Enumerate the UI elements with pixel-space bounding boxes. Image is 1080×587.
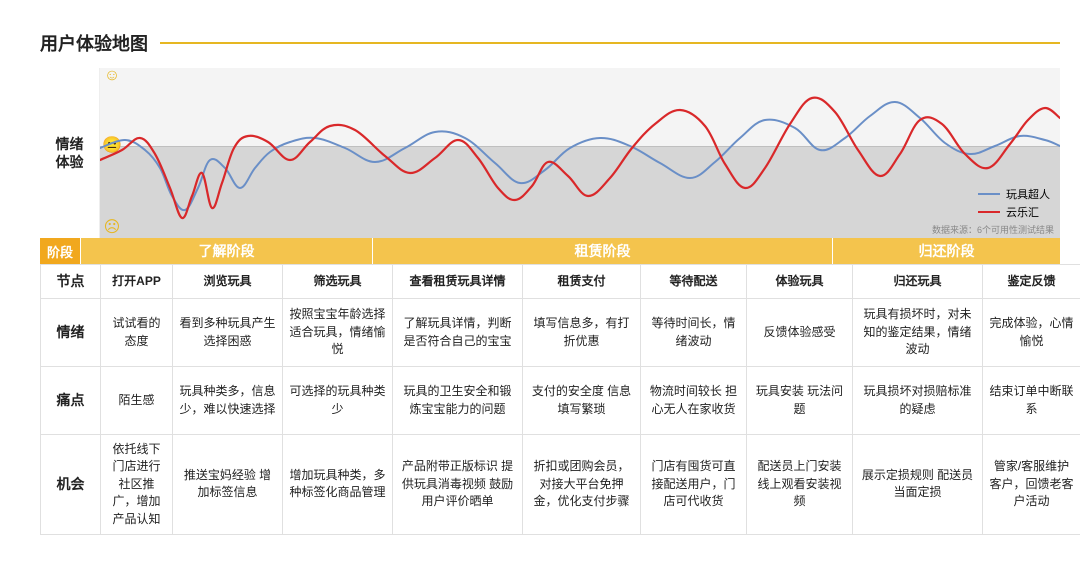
table-row: 机会依托线下门店进行社区推广，增加产品认知推送宝妈经验 增加标签信息增加玩具种类… xyxy=(41,435,1080,535)
phase-row-label: 阶段 xyxy=(40,238,80,264)
chart-row-label-text: 情绪 体验 xyxy=(56,135,84,171)
table-cell: 陌生感 xyxy=(101,367,173,435)
table-cell: 增加玩具种类，多种标签化商品管理 xyxy=(283,435,393,535)
chart-lines-svg xyxy=(100,68,1060,238)
table-cell: 筛选玩具 xyxy=(283,265,393,299)
row-header: 情绪 xyxy=(41,299,101,367)
table-cell: 等待时间长，情绪波动 xyxy=(641,299,747,367)
table-row: 痛点陌生感玩具种类多，信息少，难以快速选择可选择的玩具种类少玩具的卫生安全和锻炼… xyxy=(41,367,1080,435)
table-cell: 折扣或团购会员，对接大平台免押金，优化支付步骤 xyxy=(523,435,641,535)
table-cell: 查看租赁玩具详情 xyxy=(393,265,523,299)
phase-cell: 了解阶段 xyxy=(80,238,372,264)
table-cell: 浏览玩具 xyxy=(173,265,283,299)
table-cell: 产品附带正版标识 提供玩具消毒视频 鼓励用户评价晒单 xyxy=(393,435,523,535)
table-cell: 鉴定反馈 xyxy=(983,265,1080,299)
phase-cell: 归还阶段 xyxy=(832,238,1060,264)
table-cell: 依托线下门店进行社区推广，增加产品认知 xyxy=(101,435,173,535)
table-cell: 玩具种类多，信息少，难以快速选择 xyxy=(173,367,283,435)
table-row: 节点打开APP浏览玩具筛选玩具查看租赁玩具详情租赁支付等待配送体验玩具归还玩具鉴… xyxy=(41,265,1080,299)
table-cell: 等待配送 xyxy=(641,265,747,299)
table-cell: 配送员上门安装 线上观看安装视频 xyxy=(747,435,853,535)
table-cell: 玩具损坏对损赔标准的疑虑 xyxy=(853,367,983,435)
table-cell: 反馈体验感受 xyxy=(747,299,853,367)
phase-cell: 租赁阶段 xyxy=(372,238,832,264)
table-cell: 归还玩具 xyxy=(853,265,983,299)
legend-label: 玩具超人 xyxy=(1006,186,1050,202)
table-cell: 体验玩具 xyxy=(747,265,853,299)
row-header: 机会 xyxy=(41,435,101,535)
chart-source-note: 数据来源：6个可用性测试结果 xyxy=(932,223,1054,236)
chart-row-label: 情绪 体验 xyxy=(40,68,100,238)
table-cell: 可选择的玩具种类少 xyxy=(283,367,393,435)
table-cell: 推送宝妈经验 增加标签信息 xyxy=(173,435,283,535)
chart-area: ☺ 😐 ☹ 玩具超人云乐汇 数据来源：6个可用性测试结果 xyxy=(100,68,1060,238)
table-cell: 玩具的卫生安全和锻炼宝宝能力的问题 xyxy=(393,367,523,435)
legend-item: 云乐汇 xyxy=(978,204,1050,220)
table-cell: 打开APP xyxy=(101,265,173,299)
table-cell: 租赁支付 xyxy=(523,265,641,299)
legend-swatch xyxy=(978,193,1000,195)
table-cell: 完成体验，心情愉悦 xyxy=(983,299,1080,367)
table-cell: 试试看的态度 xyxy=(101,299,173,367)
emotion-chart: 情绪 体验 ☺ 😐 ☹ 玩具超人云乐汇 数据来源：6个可用性测试结果 xyxy=(40,68,1060,238)
chart-legend: 玩具超人云乐汇 xyxy=(978,184,1050,220)
table-cell: 展示定损规则 配送员当面定损 xyxy=(853,435,983,535)
page-title: 用户体验地图 xyxy=(40,30,148,56)
table-cell: 支付的安全度 信息填写繁琐 xyxy=(523,367,641,435)
table-cell: 玩具安装 玩法问题 xyxy=(747,367,853,435)
legend-swatch xyxy=(978,211,1000,213)
table-cell: 看到多种玩具产生选择困惑 xyxy=(173,299,283,367)
table-row: 情绪试试看的态度看到多种玩具产生选择困惑按照宝宝年龄选择适合玩具，情绪愉悦了解玩… xyxy=(41,299,1080,367)
table-cell: 填写信息多，有打折优惠 xyxy=(523,299,641,367)
row-header: 痛点 xyxy=(41,367,101,435)
legend-label: 云乐汇 xyxy=(1006,204,1039,220)
table-cell: 物流时间较长 担心无人在家收货 xyxy=(641,367,747,435)
table-cell: 结束订单中断联系 xyxy=(983,367,1080,435)
journey-table: 节点打开APP浏览玩具筛选玩具查看租赁玩具详情租赁支付等待配送体验玩具归还玩具鉴… xyxy=(40,264,1080,535)
table-cell: 管家/客服维护客户，回馈老客户活动 xyxy=(983,435,1080,535)
phase-row: 阶段 了解阶段租赁阶段归还阶段 xyxy=(40,238,1060,264)
legend-item: 玩具超人 xyxy=(978,186,1050,202)
chart-series-line xyxy=(100,102,1060,210)
row-header: 节点 xyxy=(41,265,101,299)
table-cell: 了解玩具详情，判断是否符合自己的宝宝 xyxy=(393,299,523,367)
table-cell: 按照宝宝年龄选择适合玩具，情绪愉悦 xyxy=(283,299,393,367)
table-cell: 玩具有损坏时，对未知的鉴定结果，情绪波动 xyxy=(853,299,983,367)
title-divider xyxy=(160,42,1060,44)
table-cell: 门店有囤货可直接配送用户，门店可代收货 xyxy=(641,435,747,535)
